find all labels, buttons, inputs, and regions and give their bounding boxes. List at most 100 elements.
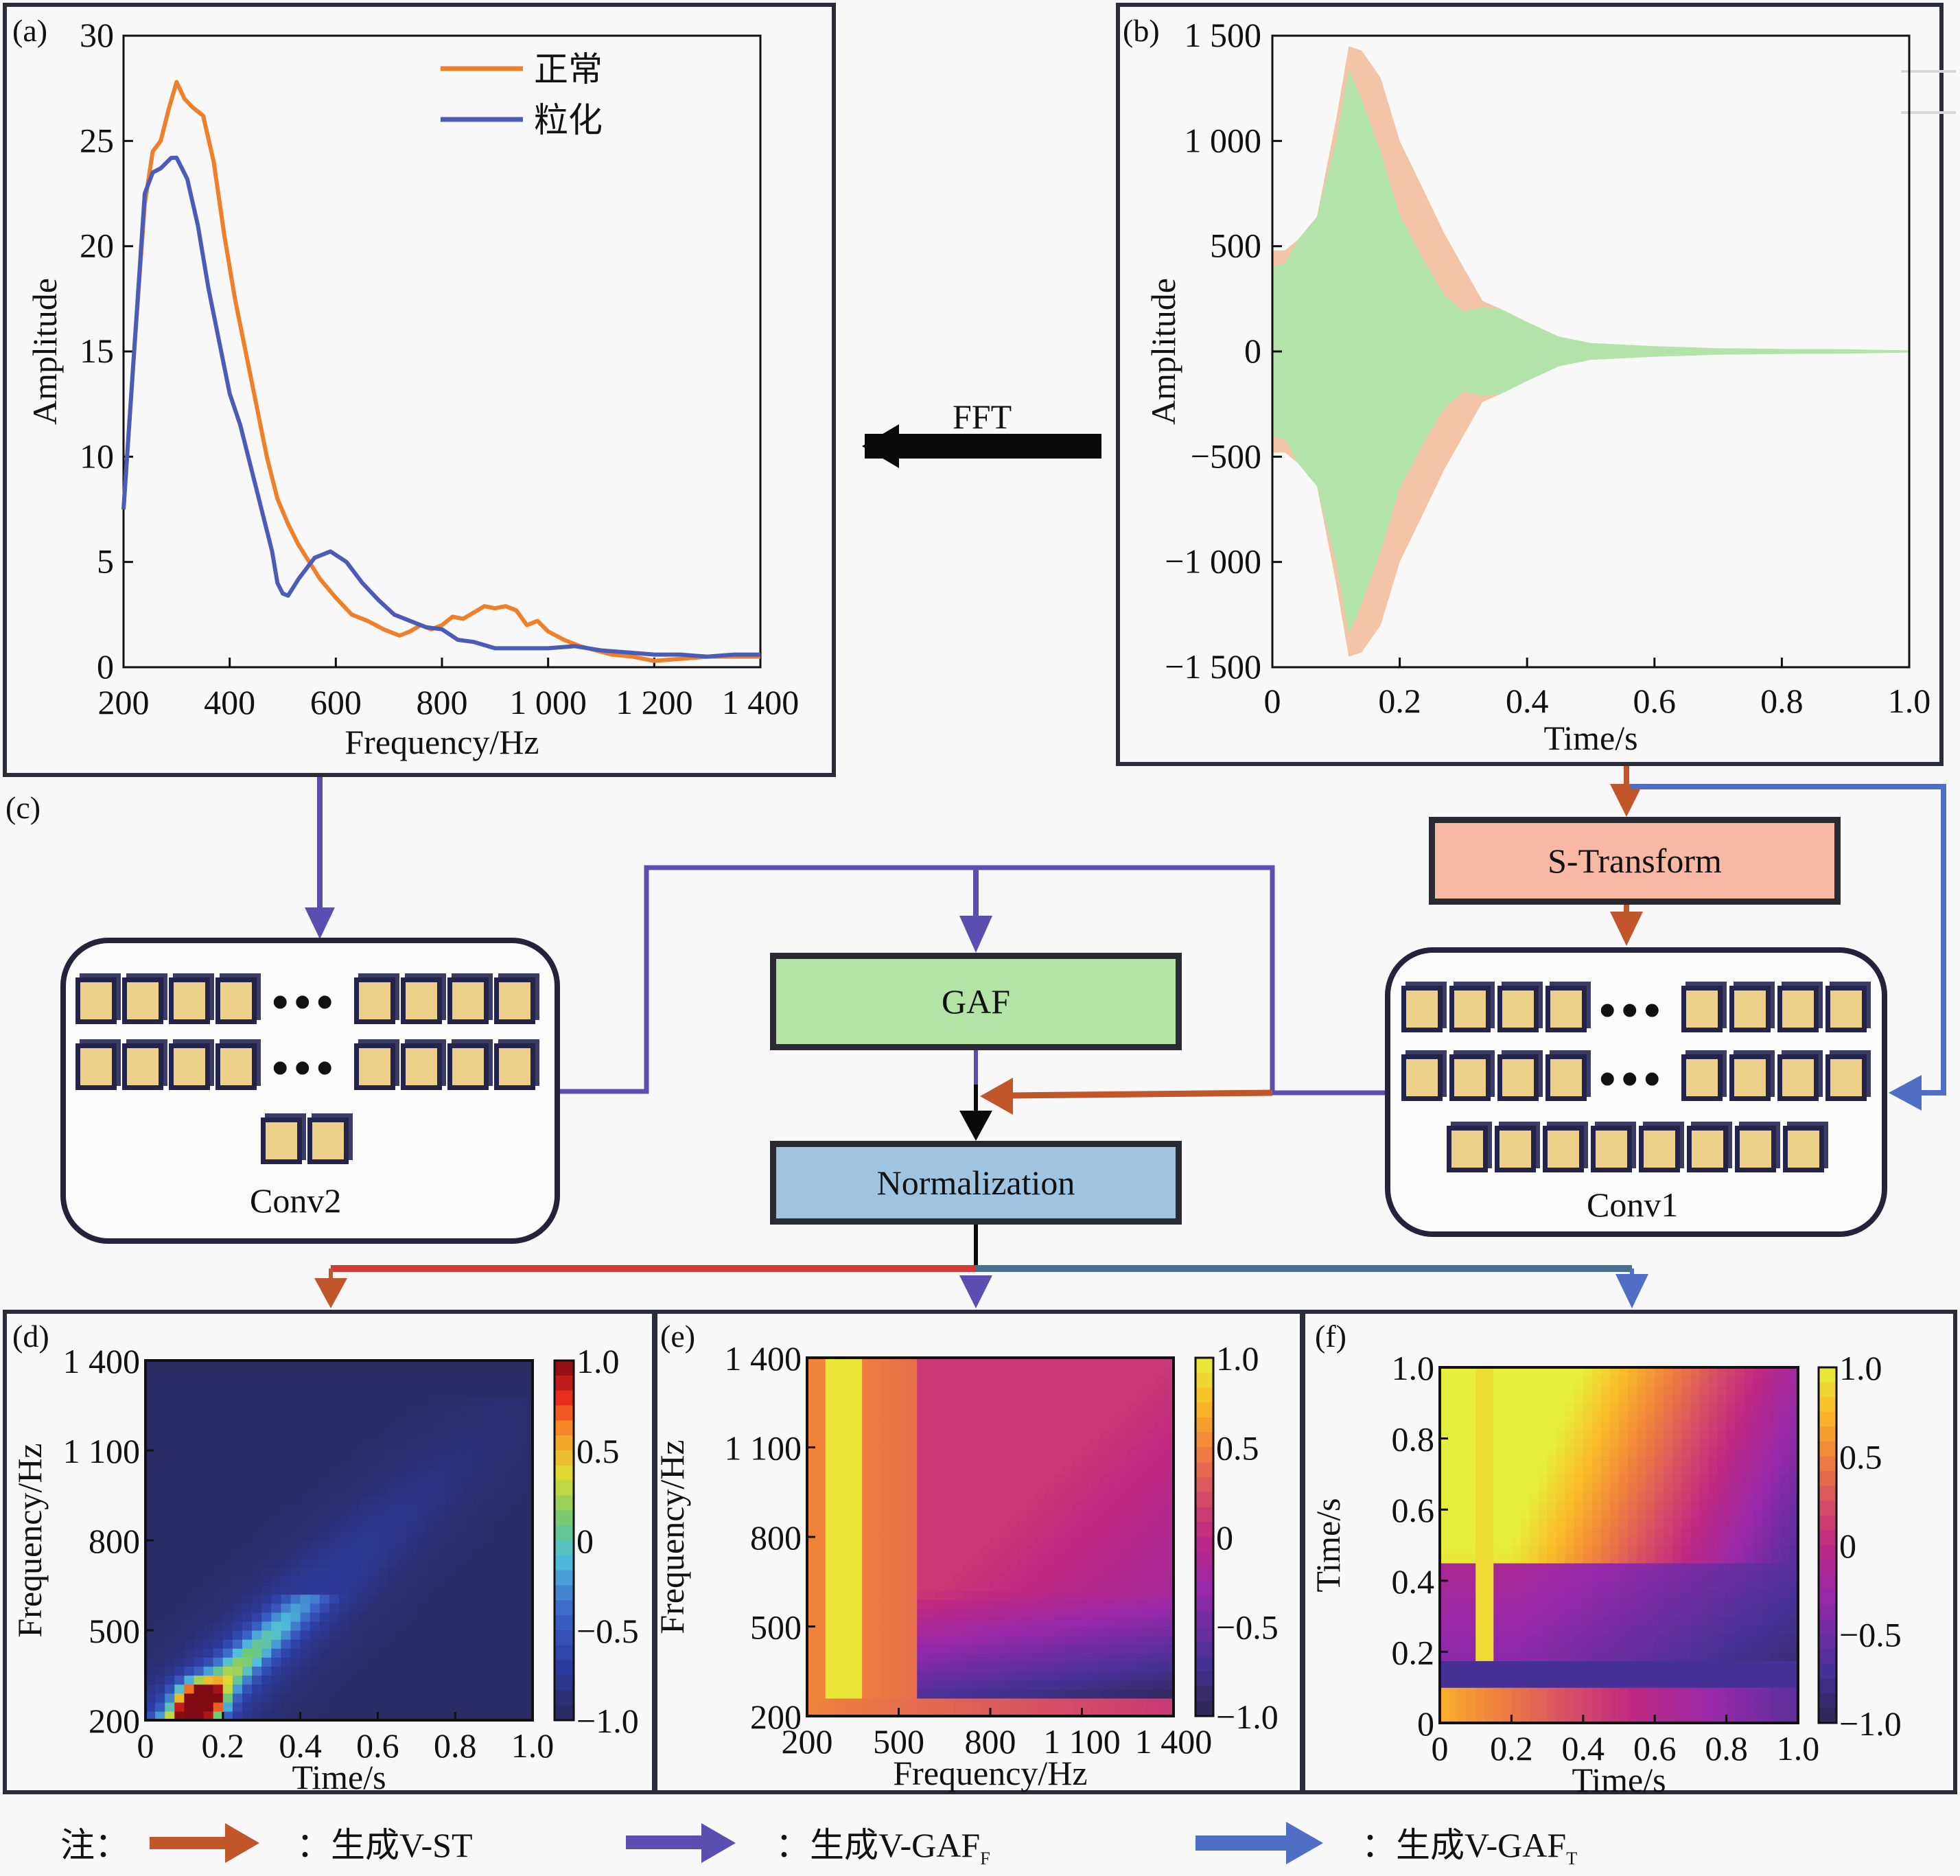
heatmap-cell	[184, 1522, 195, 1532]
heatmap-cell	[1027, 1411, 1037, 1421]
heatmap-cell	[1090, 1420, 1101, 1430]
heatmap-cell	[1574, 1580, 1584, 1590]
heatmap-cell	[184, 1423, 195, 1433]
heatmap-cell	[1574, 1376, 1584, 1386]
heatmap-cell	[1467, 1402, 1476, 1413]
heatmap-cell	[174, 1603, 185, 1613]
heatmap-cell	[300, 1477, 311, 1487]
heatmap-cell	[1511, 1456, 1521, 1466]
heatmap-cell	[1681, 1696, 1691, 1706]
heatmap-cell	[329, 1666, 340, 1676]
heatmap-cell	[310, 1549, 320, 1559]
heatmap-cell	[1547, 1553, 1557, 1564]
heatmap-cell	[310, 1630, 320, 1640]
heatmap-cell	[368, 1378, 378, 1388]
heatmap-cell	[898, 1573, 909, 1582]
heatmap-cell	[935, 1599, 945, 1609]
heatmap-cell	[1771, 1465, 1781, 1474]
heatmap-cell	[1609, 1705, 1620, 1715]
heatmap-cell	[1735, 1456, 1745, 1466]
heatmap-cell	[213, 1666, 224, 1676]
heatmap-cell	[503, 1531, 514, 1541]
heatmap-cell	[232, 1612, 243, 1622]
heatmap-cell	[1467, 1492, 1476, 1501]
heatmap-cell	[319, 1612, 330, 1622]
heatmap-cell	[1672, 1598, 1682, 1608]
heatmap-cell	[1735, 1385, 1745, 1395]
heatmap-cell	[926, 1402, 936, 1412]
heatmap-cell	[935, 1644, 945, 1654]
heatmap-cell	[807, 1662, 817, 1672]
heatmap-cell	[1155, 1671, 1165, 1681]
heatmap-cell	[1655, 1438, 1664, 1448]
heatmap-cell	[397, 1468, 408, 1478]
heatmap-cell	[972, 1617, 982, 1628]
heatmap-cell	[222, 1657, 233, 1667]
heatmap-cell	[310, 1702, 320, 1712]
heatmap-cell	[261, 1405, 272, 1415]
heatmap-cell	[513, 1432, 524, 1442]
heatmap-cell	[484, 1594, 495, 1604]
heatmap-cell	[1045, 1402, 1055, 1412]
heatmap-cell	[310, 1666, 320, 1676]
heatmap-cell	[953, 1626, 964, 1636]
heatmap-cell	[852, 1626, 863, 1636]
heatmap-cell	[1591, 1634, 1602, 1644]
heatmap-cell	[1520, 1474, 1530, 1483]
heatmap-cell	[1600, 1589, 1611, 1599]
heatmap-cell	[1609, 1652, 1620, 1661]
heatmap-cell	[862, 1518, 872, 1529]
heatmap-cell	[1574, 1536, 1584, 1546]
heatmap-cell	[281, 1594, 292, 1604]
heatmap-cell	[1753, 1518, 1763, 1528]
heatmap-cell	[889, 1671, 900, 1681]
heatmap-cell	[1672, 1447, 1682, 1457]
heatmap-cell	[406, 1432, 417, 1442]
heatmap-cell	[1690, 1474, 1701, 1483]
heatmap-cell	[300, 1504, 311, 1514]
heatmap-cell	[962, 1385, 972, 1394]
heatmap-cell	[425, 1531, 436, 1541]
heatmap-cell	[1128, 1564, 1138, 1573]
heatmap-cell	[1449, 1376, 1458, 1386]
heatmap-cell	[1753, 1643, 1763, 1652]
colorbar-tick-label: −1.0	[1216, 1698, 1279, 1736]
y-tick-label: 0	[1244, 332, 1261, 370]
heatmap-cell	[898, 1706, 909, 1717]
heatmap-cell	[1449, 1562, 1458, 1573]
heatmap-cell	[1008, 1438, 1018, 1448]
heatmap-cell	[1155, 1590, 1165, 1600]
heatmap-cell	[1109, 1358, 1119, 1367]
heatmap-cell	[425, 1549, 436, 1559]
heatmap-cell	[1565, 1607, 1575, 1617]
feature-map-cube	[1497, 986, 1539, 1032]
heatmap-cell	[1502, 1571, 1512, 1582]
heatmap-cell	[1708, 1465, 1718, 1474]
heatmap-cell	[261, 1594, 272, 1604]
heatmap-cell	[1073, 1402, 1083, 1412]
connector-conv2-to-gaf	[559, 865, 1385, 1096]
heatmap-cell	[990, 1546, 1000, 1555]
heatmap-cell	[1762, 1420, 1772, 1431]
heatmap-cell	[174, 1531, 185, 1541]
heatmap-cell	[300, 1630, 311, 1640]
heatmap-cell	[1628, 1536, 1637, 1546]
heatmap-cell	[184, 1477, 195, 1487]
heatmap-cell	[1637, 1376, 1646, 1386]
heatmap-cell	[368, 1360, 378, 1370]
heatmap-cell	[290, 1495, 301, 1505]
heatmap-cell	[174, 1486, 185, 1496]
heatmap-cell	[1045, 1447, 1055, 1457]
heatmap-cell	[1073, 1537, 1083, 1547]
heatmap-cell	[1547, 1598, 1557, 1608]
heatmap-cell	[1063, 1465, 1073, 1475]
heatmap-cell	[1128, 1527, 1138, 1538]
heatmap-cell	[1556, 1696, 1566, 1706]
heatmap-cell	[990, 1617, 1000, 1628]
heatmap-cell	[1646, 1571, 1655, 1582]
heatmap-cell	[1681, 1643, 1691, 1652]
heatmap-cell	[465, 1558, 475, 1568]
heatmap-cell	[1449, 1518, 1458, 1528]
heatmap-cell	[349, 1639, 359, 1649]
heatmap-cell	[907, 1546, 918, 1555]
